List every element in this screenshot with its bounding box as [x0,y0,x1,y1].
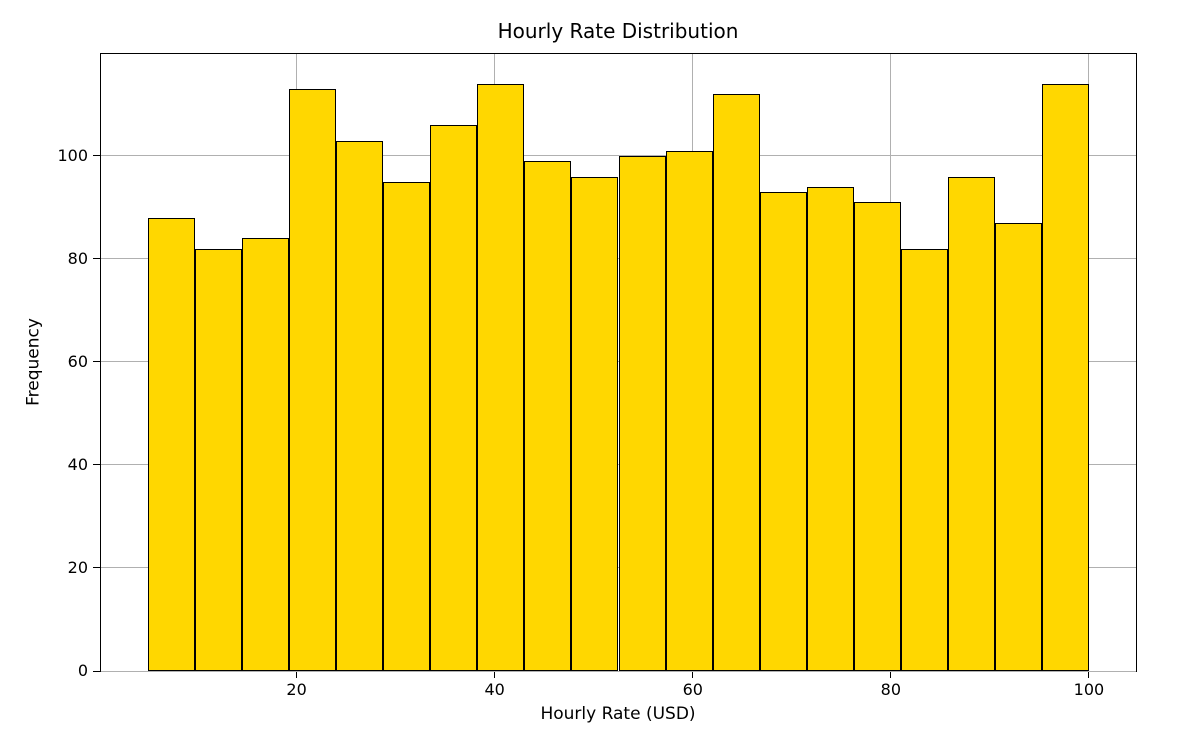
histogram-bar-18 [947,176,995,671]
x-tick-label-40: 40 [484,680,505,699]
histogram-bar-8 [477,83,525,671]
plot-area [100,53,1137,672]
histogram-bar-16 [853,202,901,671]
grid-line-y-0 [101,670,1136,672]
histogram-bar-3 [242,238,290,671]
histogram-bar-4 [289,89,337,671]
histogram-bar-7 [430,125,478,671]
x-tick-label-60: 60 [682,680,703,699]
histogram-bar-10 [571,176,619,671]
histogram-bar-1 [148,217,196,671]
y-axis-label: Frequency [23,318,44,406]
histogram-bar-13 [712,94,760,671]
y-tick-mark-100 [93,155,100,157]
x-axis-label: Hourly Rate (USD) [540,704,696,724]
y-tick-label-40: 40 [67,454,88,474]
y-tick-label-0: 0 [77,661,88,680]
y-tick-mark-40 [93,464,100,466]
histogram-bar-20 [1041,83,1089,671]
histogram-bar-6 [383,181,431,671]
y-tick-mark-80 [93,258,100,260]
x-tick-mark-60 [692,672,694,678]
x-tick-label-80: 80 [880,680,902,699]
histogram-bar-17 [900,248,948,671]
y-tick-mark-0 [93,670,100,672]
histogram-bar-12 [665,150,713,671]
histogram-bar-11 [618,155,666,671]
histogram-bar-19 [994,222,1042,671]
x-tick-mark-100 [1088,672,1090,678]
grid-line-x-100 [1088,54,1090,671]
chart-title: Hourly Rate Distribution [497,19,739,43]
grid-line-y-100 [101,155,1136,157]
x-tick-mark-20 [296,672,298,678]
y-tick-mark-60 [93,361,100,363]
y-tick-mark-20 [93,567,100,569]
histogram-bar-2 [195,248,243,671]
y-tick-label-100: 100 [57,145,88,165]
y-tick-label-20: 20 [67,557,88,577]
histogram-bar-15 [806,186,854,671]
x-tick-mark-80 [890,672,892,678]
x-tick-label-20: 20 [286,680,307,699]
x-tick-mark-40 [494,672,496,678]
x-tick-label-100: 100 [1073,680,1105,699]
histogram-bar-9 [524,161,572,671]
y-tick-label-80: 80 [67,248,88,268]
histogram-bar-5 [336,140,384,671]
y-tick-label-60: 60 [67,351,88,371]
histogram-bar-14 [759,192,807,671]
